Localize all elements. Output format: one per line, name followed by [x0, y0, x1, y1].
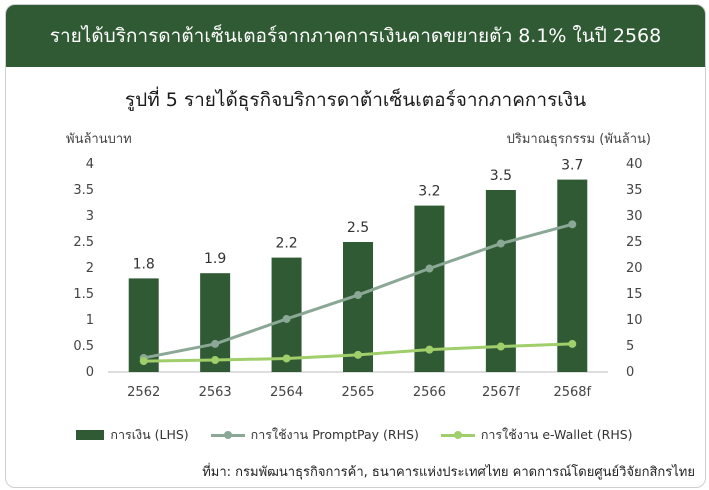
legend-label-bar: การเงิน (LHS) [110, 427, 189, 442]
legend-swatch-bar [76, 430, 105, 440]
bar-data-label: 2.5 [347, 220, 369, 236]
left-axis-title: พันล้านบาท [66, 132, 132, 147]
ewallet-point [354, 350, 362, 359]
legend-item-ewallet: การใช้งาน e-Wallet (RHS) [440, 425, 633, 445]
x-tick-label: 2567f [482, 385, 520, 400]
left-tick-label: 2.5 [73, 235, 94, 250]
bar-data-label: 2.2 [275, 236, 297, 252]
legend: การเงิน (LHS) การใช้งาน PromptPay (RHS) … [0, 425, 709, 445]
chart-title: รูปที่ 5 รายได้ธุรกิจบริการดาต้าเซ็นเตอร… [124, 89, 587, 111]
ewallet-point [425, 345, 434, 354]
left-tick-label: 0 [86, 365, 94, 380]
left-tick-label: 0.5 [73, 339, 94, 354]
source-note: ที่มา: กรมพัฒนาธุรกิจการค้า, ธนาคารแห่งป… [202, 465, 695, 480]
x-tick-label: 2568f [553, 385, 591, 400]
legend-swatch-ewallet [440, 429, 475, 441]
bar [414, 205, 445, 372]
x-tick-label: 2565 [341, 385, 374, 400]
right-tick-label: 35 [626, 183, 643, 198]
left-tick-label: 3.5 [73, 183, 94, 198]
bar-data-label: 1.8 [133, 256, 155, 272]
legend-label-promptpay: การใช้งาน PromptPay (RHS) [250, 427, 419, 442]
left-tick-label: 4 [86, 157, 94, 172]
chart-card: รายได้บริการดาต้าเซ็นเตอร์จากภาคการเงินค… [5, 4, 706, 488]
right-tick-label: 0 [626, 365, 634, 380]
bar [200, 273, 231, 372]
right-tick-label: 10 [626, 313, 643, 328]
banner-title: รายได้บริการดาต้าเซ็นเตอร์จากภาคการเงินค… [6, 5, 705, 67]
legend-swatch-promptpay [210, 429, 245, 441]
legend-item-promptpay: การใช้งาน PromptPay (RHS) [210, 425, 419, 445]
bar [485, 190, 516, 372]
right-tick-label: 30 [626, 209, 643, 224]
right-tick-label: 5 [626, 339, 634, 354]
left-tick-label: 1 [86, 313, 94, 328]
x-tick-label: 2566 [413, 385, 446, 400]
left-tick-label: 2 [86, 261, 94, 276]
bar-data-label: 1.9 [204, 251, 226, 267]
left-tick-label: 3 [86, 209, 94, 224]
ewallet-point [211, 356, 220, 365]
legend-item-bar: การเงิน (LHS) [76, 425, 189, 445]
right-tick-label: 25 [626, 235, 643, 250]
ewallet-point [496, 342, 505, 351]
promptpay-point [354, 291, 362, 300]
left-tick-label: 1.5 [73, 287, 94, 302]
bar-data-label: 3.5 [490, 168, 512, 184]
bar [343, 242, 373, 372]
promptpay-point [211, 339, 220, 348]
promptpay-point [496, 239, 505, 248]
ewallet-point [139, 357, 148, 366]
bar-data-label: 3.7 [561, 158, 583, 174]
ewallet-point [568, 339, 577, 348]
right-axis-title: ปริมาณธุรกรรม (พันล้าน) [506, 132, 651, 147]
promptpay-point [282, 314, 291, 323]
x-tick-label: 2562 [127, 385, 160, 400]
right-tick-label: 15 [626, 287, 643, 302]
promptpay-point [568, 220, 577, 229]
ewallet-point [282, 354, 291, 363]
right-tick-label: 20 [626, 261, 643, 276]
legend-label-ewallet: การใช้งาน e-Wallet (RHS) [480, 427, 633, 442]
promptpay-point [425, 264, 434, 273]
x-tick-label: 2564 [270, 385, 303, 400]
right-tick-label: 40 [626, 157, 643, 172]
x-tick-label: 2563 [199, 385, 232, 400]
bar-data-label: 3.2 [418, 184, 440, 200]
